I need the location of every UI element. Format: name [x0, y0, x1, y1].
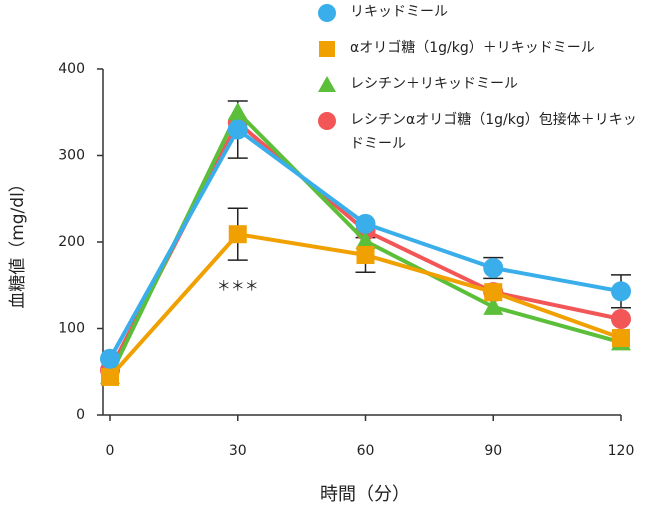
marker — [355, 231, 376, 250]
legend-icon — [318, 76, 336, 92]
marker — [101, 367, 119, 386]
legend-icon — [318, 112, 336, 130]
marker — [318, 4, 336, 22]
legend-label: αオリゴ糖（1g/kg）＋リキッドミール — [350, 40, 595, 56]
x-tick-label: 60 — [357, 443, 375, 459]
marker — [228, 225, 247, 244]
x-tick-label: 120 — [608, 443, 635, 459]
marker — [100, 348, 120, 369]
marker — [611, 308, 631, 329]
y-tick-label: 0 — [76, 407, 85, 423]
legend: リキッドミール αオリゴ糖（1g/kg）＋リキッドミール レシチン＋リキッドミールレ… — [316, 0, 646, 168]
legend-label: リキッドミール — [350, 4, 448, 20]
marker — [318, 112, 336, 130]
marker — [356, 245, 375, 264]
x-tick-label: 30 — [229, 443, 247, 459]
legend-label: レシチン＋リキッドミール — [350, 76, 518, 92]
legend-icon — [318, 4, 336, 22]
x-axis-label: 時間（分） — [320, 484, 410, 505]
marker — [483, 257, 504, 278]
legend-item: レシチン＋リキッドミール — [316, 72, 646, 96]
marker — [227, 102, 248, 121]
marker — [483, 296, 504, 315]
y-tick-label: 200 — [58, 234, 85, 250]
legend-item: レシチンαオリゴ糖（1g/kg）包接体＋リキッドミール — [316, 108, 646, 156]
x-tick-label: 0 — [106, 443, 115, 459]
legend-item: リキッドミール — [316, 0, 646, 24]
marker — [611, 281, 631, 302]
marker — [319, 41, 335, 57]
x-tick-label: 90 — [484, 443, 502, 459]
marker — [355, 213, 376, 234]
legend-label: レシチンαオリゴ糖（1g/kg）包接体＋リキッドミール — [350, 112, 637, 152]
marker — [318, 76, 336, 92]
marker — [484, 283, 503, 302]
annotation: ＊＊＊ — [217, 279, 259, 295]
legend-icon — [319, 41, 335, 57]
y-tick-label: 300 — [58, 148, 85, 164]
y-axis-label: 血糖値（mg/dl） — [8, 175, 28, 309]
marker — [227, 119, 248, 140]
legend-item: αオリゴ糖（1g/kg）＋リキッドミール — [316, 36, 646, 60]
y-tick-label: 400 — [58, 61, 85, 77]
y-tick-label: 100 — [58, 321, 85, 337]
marker — [612, 329, 630, 348]
